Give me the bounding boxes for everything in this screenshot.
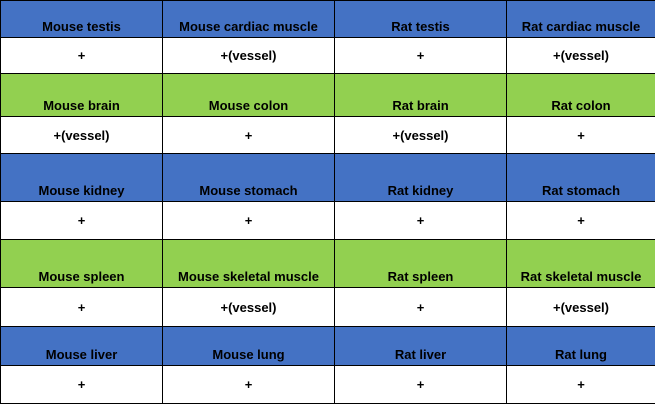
value-row: +(vessel)++(vessel)+	[1, 117, 655, 154]
expression-value-rat-brain: +(vessel)	[335, 117, 507, 154]
tissue-label-mouse-stomach: Mouse stomach	[163, 154, 335, 202]
expression-value-rat-spleen: +	[335, 288, 507, 327]
tissue-label-rat-cardiac-muscle: Rat cardiac muscle	[507, 1, 655, 38]
value-row: ++++	[1, 366, 655, 404]
tissue-label-rat-testis: Rat testis	[335, 1, 507, 38]
tissue-label-rat-spleen: Rat spleen	[335, 240, 507, 288]
value-row: ++++	[1, 202, 655, 240]
expression-value-mouse-cardiac-muscle: +(vessel)	[163, 38, 335, 74]
value-row: ++(vessel)++(vessel)	[1, 38, 655, 74]
expression-value-mouse-liver: +	[1, 366, 163, 404]
expression-value-rat-kidney: +	[335, 202, 507, 240]
expression-value-rat-liver: +	[335, 366, 507, 404]
tissue-label-rat-lung: Rat lung	[507, 327, 655, 366]
expression-value-mouse-testis: +	[1, 38, 163, 74]
tissue-label-rat-skeletal-muscle: Rat skeletal muscle	[507, 240, 655, 288]
tissue-label-mouse-liver: Mouse liver	[1, 327, 163, 366]
expression-value-rat-stomach: +	[507, 202, 655, 240]
tissue-label-mouse-kidney: Mouse kidney	[1, 154, 163, 202]
expression-value-mouse-stomach: +	[163, 202, 335, 240]
tissue-label-mouse-testis: Mouse testis	[1, 1, 163, 38]
tissue-label-rat-liver: Rat liver	[335, 327, 507, 366]
tissue-label-mouse-cardiac-muscle: Mouse cardiac muscle	[163, 1, 335, 38]
tissue-label-mouse-lung: Mouse lung	[163, 327, 335, 366]
expression-value-rat-skeletal-muscle: +(vessel)	[507, 288, 655, 327]
expression-value-rat-colon: +	[507, 117, 655, 154]
tissue-label-rat-kidney: Rat kidney	[335, 154, 507, 202]
expression-value-rat-lung: +	[507, 366, 655, 404]
tissue-label-mouse-brain: Mouse brain	[1, 74, 163, 117]
tissue-label-rat-brain: Rat brain	[335, 74, 507, 117]
expression-value-rat-testis: +	[335, 38, 507, 74]
tissue-label-mouse-colon: Mouse colon	[163, 74, 335, 117]
expression-value-mouse-lung: +	[163, 366, 335, 404]
expression-value-mouse-kidney: +	[1, 202, 163, 240]
tissue-label-rat-colon: Rat colon	[507, 74, 655, 117]
expression-value-mouse-brain: +(vessel)	[1, 117, 163, 154]
tissue-label-mouse-skeletal-muscle: Mouse skeletal muscle	[163, 240, 335, 288]
tissue-label-mouse-spleen: Mouse spleen	[1, 240, 163, 288]
expression-value-mouse-colon: +	[163, 117, 335, 154]
value-row: ++(vessel)++(vessel)	[1, 288, 655, 327]
expression-value-mouse-spleen: +	[1, 288, 163, 327]
tissue-label-rat-stomach: Rat stomach	[507, 154, 655, 202]
expression-value-rat-cardiac-muscle: +(vessel)	[507, 38, 655, 74]
expression-value-mouse-skeletal-muscle: +(vessel)	[163, 288, 335, 327]
